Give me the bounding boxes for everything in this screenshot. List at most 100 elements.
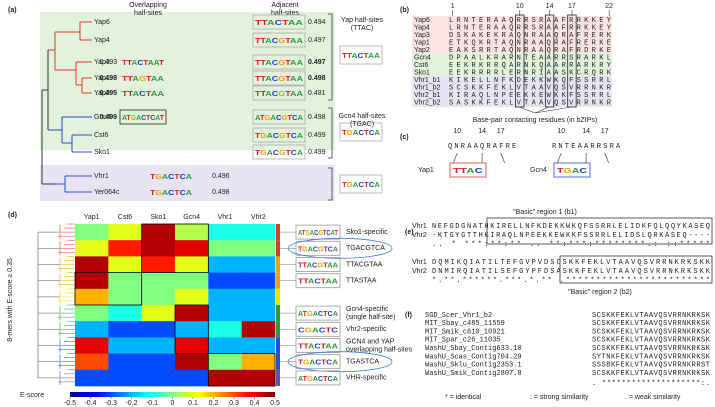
heatmap-cell: [208, 321, 242, 338]
protein-sequence: SSSBKFEKLVTAAVQSVRRNKRRST: [592, 362, 710, 370]
colorbar-tick-label: 0.5: [270, 400, 280, 407]
heatmap-cell: [208, 353, 242, 371]
sequence-logo: C G A C TC: [298, 327, 338, 334]
vhr-band: [40, 165, 335, 201]
sequence-logo: ATGACTCA: [298, 311, 338, 318]
heatmap-cell: [108, 305, 142, 322]
column-label: Vhr1: [218, 214, 233, 221]
logo-frame: [252, 144, 306, 160]
overlap-score: 0.499: [99, 114, 117, 121]
adjacent-score: 0.494: [308, 19, 326, 26]
bracket: [328, 167, 333, 201]
heatmap-cell: [241, 272, 276, 290]
logo-box: [119, 109, 167, 125]
protein-sequence: RNTEAARRSRA: [552, 143, 621, 151]
colorbar-tick-label: -0.2: [125, 400, 137, 407]
species-name: WashU_Smik_Contig2807.8: [425, 370, 522, 378]
heatmap-cell: [241, 321, 276, 338]
protein-name: Vhr1_b2: [414, 84, 441, 91]
panel-label: (a): [8, 7, 17, 14]
protein-name: Vhr1_b1: [414, 77, 441, 84]
heatmap-cell: [75, 369, 109, 387]
heatmap-cell: [175, 353, 209, 371]
heatmap-cell: [175, 272, 209, 290]
cluster-box: [141, 223, 209, 273]
residue-position: 17: [497, 128, 505, 135]
adjacent-score: 0.499: [308, 149, 326, 156]
heatmap-cell: [141, 256, 176, 273]
half-site-box: [553, 162, 591, 178]
logo-frame: [252, 85, 306, 101]
colorbar-tick-label: -0.1: [146, 400, 158, 407]
tree-leaf: Yer064c: [94, 189, 120, 196]
colorbar-tick-label: -0.3: [105, 400, 117, 407]
heatmap-cell: [175, 321, 209, 338]
column-label: Yap1: [84, 214, 100, 221]
cluster-label: Vhr2-specific: [346, 326, 387, 333]
protein-sequence: SCSKKFEKLVTAAVQSVRRNKRKSK: [592, 345, 711, 353]
heatmap-cell: [108, 272, 142, 290]
overlap-score: 0.498: [212, 189, 230, 196]
colorbar-label: E-score: [20, 392, 44, 399]
heatmap-cell: [175, 369, 209, 387]
residue-position: 10: [516, 3, 524, 10]
sequence-logo: TTAG TAA: [122, 76, 164, 83]
heatmap-cell: [241, 256, 276, 273]
heatmap-cell: [175, 305, 209, 322]
column-label: Gcn4: [183, 214, 200, 221]
species-name: WashU_Sbay_Contig633.10: [425, 345, 522, 353]
cluster-strip: [276, 337, 280, 354]
heatmap-cell: [108, 240, 142, 257]
heatmap-cell: [175, 337, 209, 354]
residue-position: 17: [568, 3, 576, 10]
contact-line: [453, 152, 458, 164]
half-site-label: (TTAC): [351, 25, 373, 32]
cluster-label: Gcn4-specific: [346, 306, 389, 313]
cluster-label: overlapping half-sites: [346, 346, 413, 353]
residue-position: 14: [582, 128, 590, 135]
heatmap-cell: [75, 305, 109, 322]
heatmap-cell: [108, 369, 142, 387]
protein-name: Yap1: [414, 39, 430, 46]
protein-sequence: -KTGYGTTHKIRAQLNPEEKKEWKKFSSRRLELIDSLQRK…: [432, 232, 710, 240]
heatmap-cell: [141, 353, 176, 371]
protein-name: Vhr1: [412, 259, 427, 266]
residue-position: 14: [478, 128, 486, 135]
heatmap-cell: [175, 256, 209, 273]
logo-frame: [252, 54, 306, 70]
sequence-logo: TGACTCA: [150, 174, 192, 181]
heatmap-cell: [141, 272, 176, 290]
heatmap-cell: [241, 353, 276, 371]
logo-frame: [252, 127, 306, 143]
logo-frame: [339, 45, 383, 65]
overlap-score: 0.498: [99, 75, 117, 82]
protein-sequence: SCSKKFEKLVTAAVQSVRRNKRKSK: [592, 337, 711, 345]
cluster-label: (single half-site): [346, 314, 395, 321]
cluster-strip: [276, 272, 280, 289]
sequence-logo: TGACTCA: [342, 182, 380, 189]
legend-entry: : = strong similarity: [530, 394, 589, 401]
region-label: "Basic" region 2 (b2): [568, 289, 632, 296]
contact-line: [557, 152, 562, 164]
heatmap-cell: [208, 369, 242, 387]
tree-leaf: Yap3: [94, 59, 110, 66]
half-site-label: (TGAC): [350, 121, 374, 128]
protein-name: Vhr2: [412, 268, 427, 275]
column-header: half-sites: [134, 10, 163, 17]
bracket: [328, 13, 333, 101]
heatmap-cell: [208, 337, 242, 354]
adjacent-score: 0.481: [308, 90, 326, 97]
species-name: MIT_Sbay_c485_11559: [425, 320, 505, 328]
conservation-line: . ********************:.: [592, 380, 710, 388]
heatmap-cell: [241, 305, 276, 322]
sequence-logo: ATGACTCA: [298, 376, 338, 383]
heatmap-cell: [175, 240, 209, 257]
heatmap-cell: [75, 337, 109, 354]
protein-name: Yap2: [414, 47, 430, 54]
residue-position: 14: [546, 3, 554, 10]
cluster-strip: [276, 305, 280, 322]
heatmap-cell: [208, 224, 242, 241]
panel-label: (f): [405, 312, 412, 319]
